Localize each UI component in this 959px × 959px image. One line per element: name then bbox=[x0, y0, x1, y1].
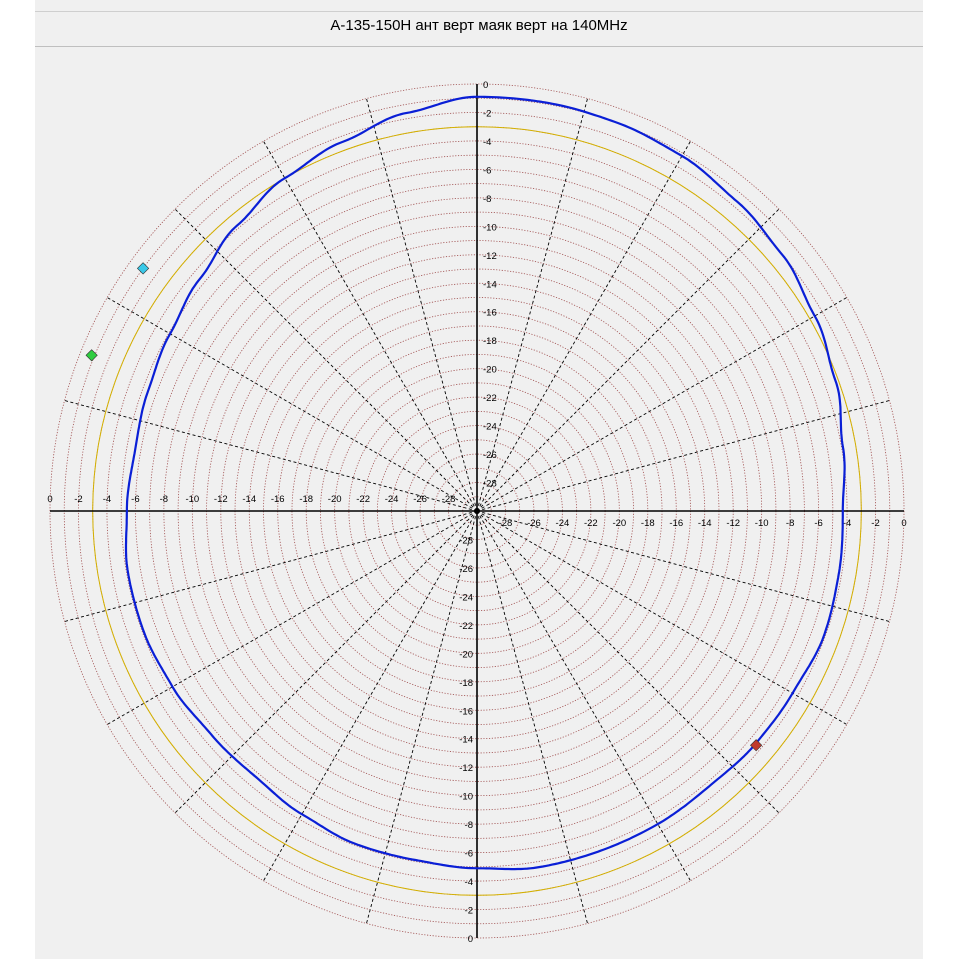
tick-label-down: -2 bbox=[465, 906, 473, 917]
tick-label-right: -2 bbox=[871, 518, 879, 529]
tick-label-down: -6 bbox=[465, 849, 473, 860]
tick-label-left: -14 bbox=[242, 494, 256, 505]
tick-label-up: -24 bbox=[483, 422, 497, 433]
tick-label-down: -24 bbox=[459, 592, 473, 603]
tick-label-left: -10 bbox=[185, 494, 199, 505]
tick-label-left: -28 bbox=[442, 494, 456, 505]
tick-label-right: 0 bbox=[901, 518, 906, 529]
marker bbox=[136, 262, 150, 275]
grid-spoke bbox=[263, 510, 478, 882]
tick-label-up: -12 bbox=[483, 251, 497, 262]
tick-label-right: -18 bbox=[641, 518, 655, 529]
tick-label-up: -26 bbox=[483, 450, 497, 461]
tick-label-left: -26 bbox=[413, 494, 427, 505]
tick-label-up: -22 bbox=[483, 393, 497, 404]
tick-label-down: -20 bbox=[459, 649, 473, 660]
tick-label-left: -6 bbox=[131, 494, 139, 505]
tick-label-left: -16 bbox=[271, 494, 285, 505]
grid-spoke bbox=[476, 510, 588, 924]
tick-label-up: -2 bbox=[483, 108, 491, 119]
tick-label-down: -22 bbox=[459, 621, 473, 632]
tick-label-left: 0 bbox=[47, 494, 52, 505]
tick-label-left: -24 bbox=[385, 494, 399, 505]
tick-label-down: -4 bbox=[465, 877, 473, 888]
grid-spoke bbox=[476, 510, 848, 725]
tick-label-down: -16 bbox=[459, 706, 473, 717]
tick-label-down: -12 bbox=[459, 763, 473, 774]
grid-spoke bbox=[476, 510, 691, 882]
axes bbox=[50, 84, 904, 938]
marker bbox=[750, 739, 763, 752]
tick-labels: 0 0 0 0 -2 -2 -2 -2 -4 -4 -4 -4 -6 -6 -6 -6 -8 -8 -8 -8 -10 -… bbox=[47, 80, 906, 945]
tick-label-up: -8 bbox=[483, 194, 491, 205]
tick-label-left: -2 bbox=[74, 494, 82, 505]
tick-label-right: -20 bbox=[612, 518, 626, 529]
top-border bbox=[35, 11, 923, 12]
tick-label-right: -4 bbox=[843, 518, 851, 529]
tick-label-up: -16 bbox=[483, 308, 497, 319]
tick-label-down: -18 bbox=[459, 678, 473, 689]
grid-spoke bbox=[476, 510, 780, 814]
tick-label-right: -28 bbox=[499, 518, 513, 529]
tick-label-left: -22 bbox=[356, 494, 370, 505]
tick-label-left: -4 bbox=[103, 494, 111, 505]
tick-label-right: -12 bbox=[726, 518, 740, 529]
grid-spoke bbox=[476, 400, 890, 512]
tick-label-left: -12 bbox=[214, 494, 228, 505]
tick-label-right: -8 bbox=[786, 518, 794, 529]
grid-spoke bbox=[174, 510, 478, 814]
tick-label-up: -14 bbox=[483, 279, 497, 290]
tick-label-left: -8 bbox=[160, 494, 168, 505]
tick-label-right: -6 bbox=[814, 518, 822, 529]
tick-label-down: -8 bbox=[465, 820, 473, 831]
tick-label-left: -20 bbox=[328, 494, 342, 505]
tick-label-up: 0 bbox=[483, 80, 488, 91]
page-title: А-135-150Н ант верт маяк верт на 140MHz bbox=[330, 17, 628, 34]
tick-label-up: -4 bbox=[483, 137, 491, 148]
tick-label-up: -18 bbox=[483, 336, 497, 347]
tick-label-up: -6 bbox=[483, 165, 491, 176]
pattern-trace bbox=[124, 95, 846, 871]
tick-label-right: -16 bbox=[669, 518, 683, 529]
tick-label-right: -24 bbox=[556, 518, 570, 529]
tick-label-left: -18 bbox=[299, 494, 313, 505]
tick-label-right: -10 bbox=[755, 518, 769, 529]
tick-label-down: -28 bbox=[459, 535, 473, 546]
grid-spoke bbox=[106, 510, 478, 725]
tick-label-right: -14 bbox=[698, 518, 712, 529]
markers bbox=[85, 262, 763, 752]
tick-label-up: -28 bbox=[483, 479, 497, 490]
tick-label-right: -22 bbox=[584, 518, 598, 529]
tick-label-up: -20 bbox=[483, 365, 497, 376]
title-separator bbox=[35, 46, 923, 47]
tick-label-down: -26 bbox=[459, 564, 473, 575]
grid-spoke bbox=[476, 297, 848, 512]
pattern-line bbox=[124, 95, 846, 871]
tick-label-right: -26 bbox=[527, 518, 541, 529]
tick-label-down: -10 bbox=[459, 792, 473, 803]
marker bbox=[85, 349, 98, 362]
tick-label-up: -10 bbox=[483, 222, 497, 233]
tick-label-down: 0 bbox=[468, 934, 473, 945]
tick-label-down: -14 bbox=[459, 735, 473, 746]
